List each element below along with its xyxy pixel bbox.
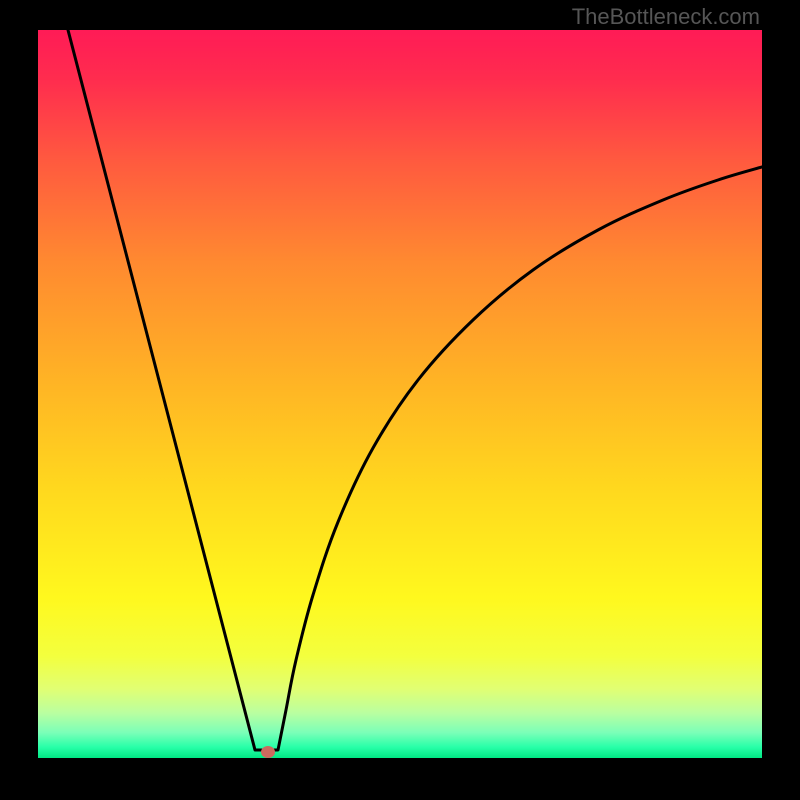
plot-area bbox=[38, 30, 762, 758]
bottleneck-curve bbox=[68, 30, 762, 750]
curve-layer bbox=[38, 30, 762, 758]
watermark-text: TheBottleneck.com bbox=[572, 4, 760, 30]
chart-frame: TheBottleneck.com bbox=[0, 0, 800, 800]
minimum-marker bbox=[261, 746, 275, 758]
